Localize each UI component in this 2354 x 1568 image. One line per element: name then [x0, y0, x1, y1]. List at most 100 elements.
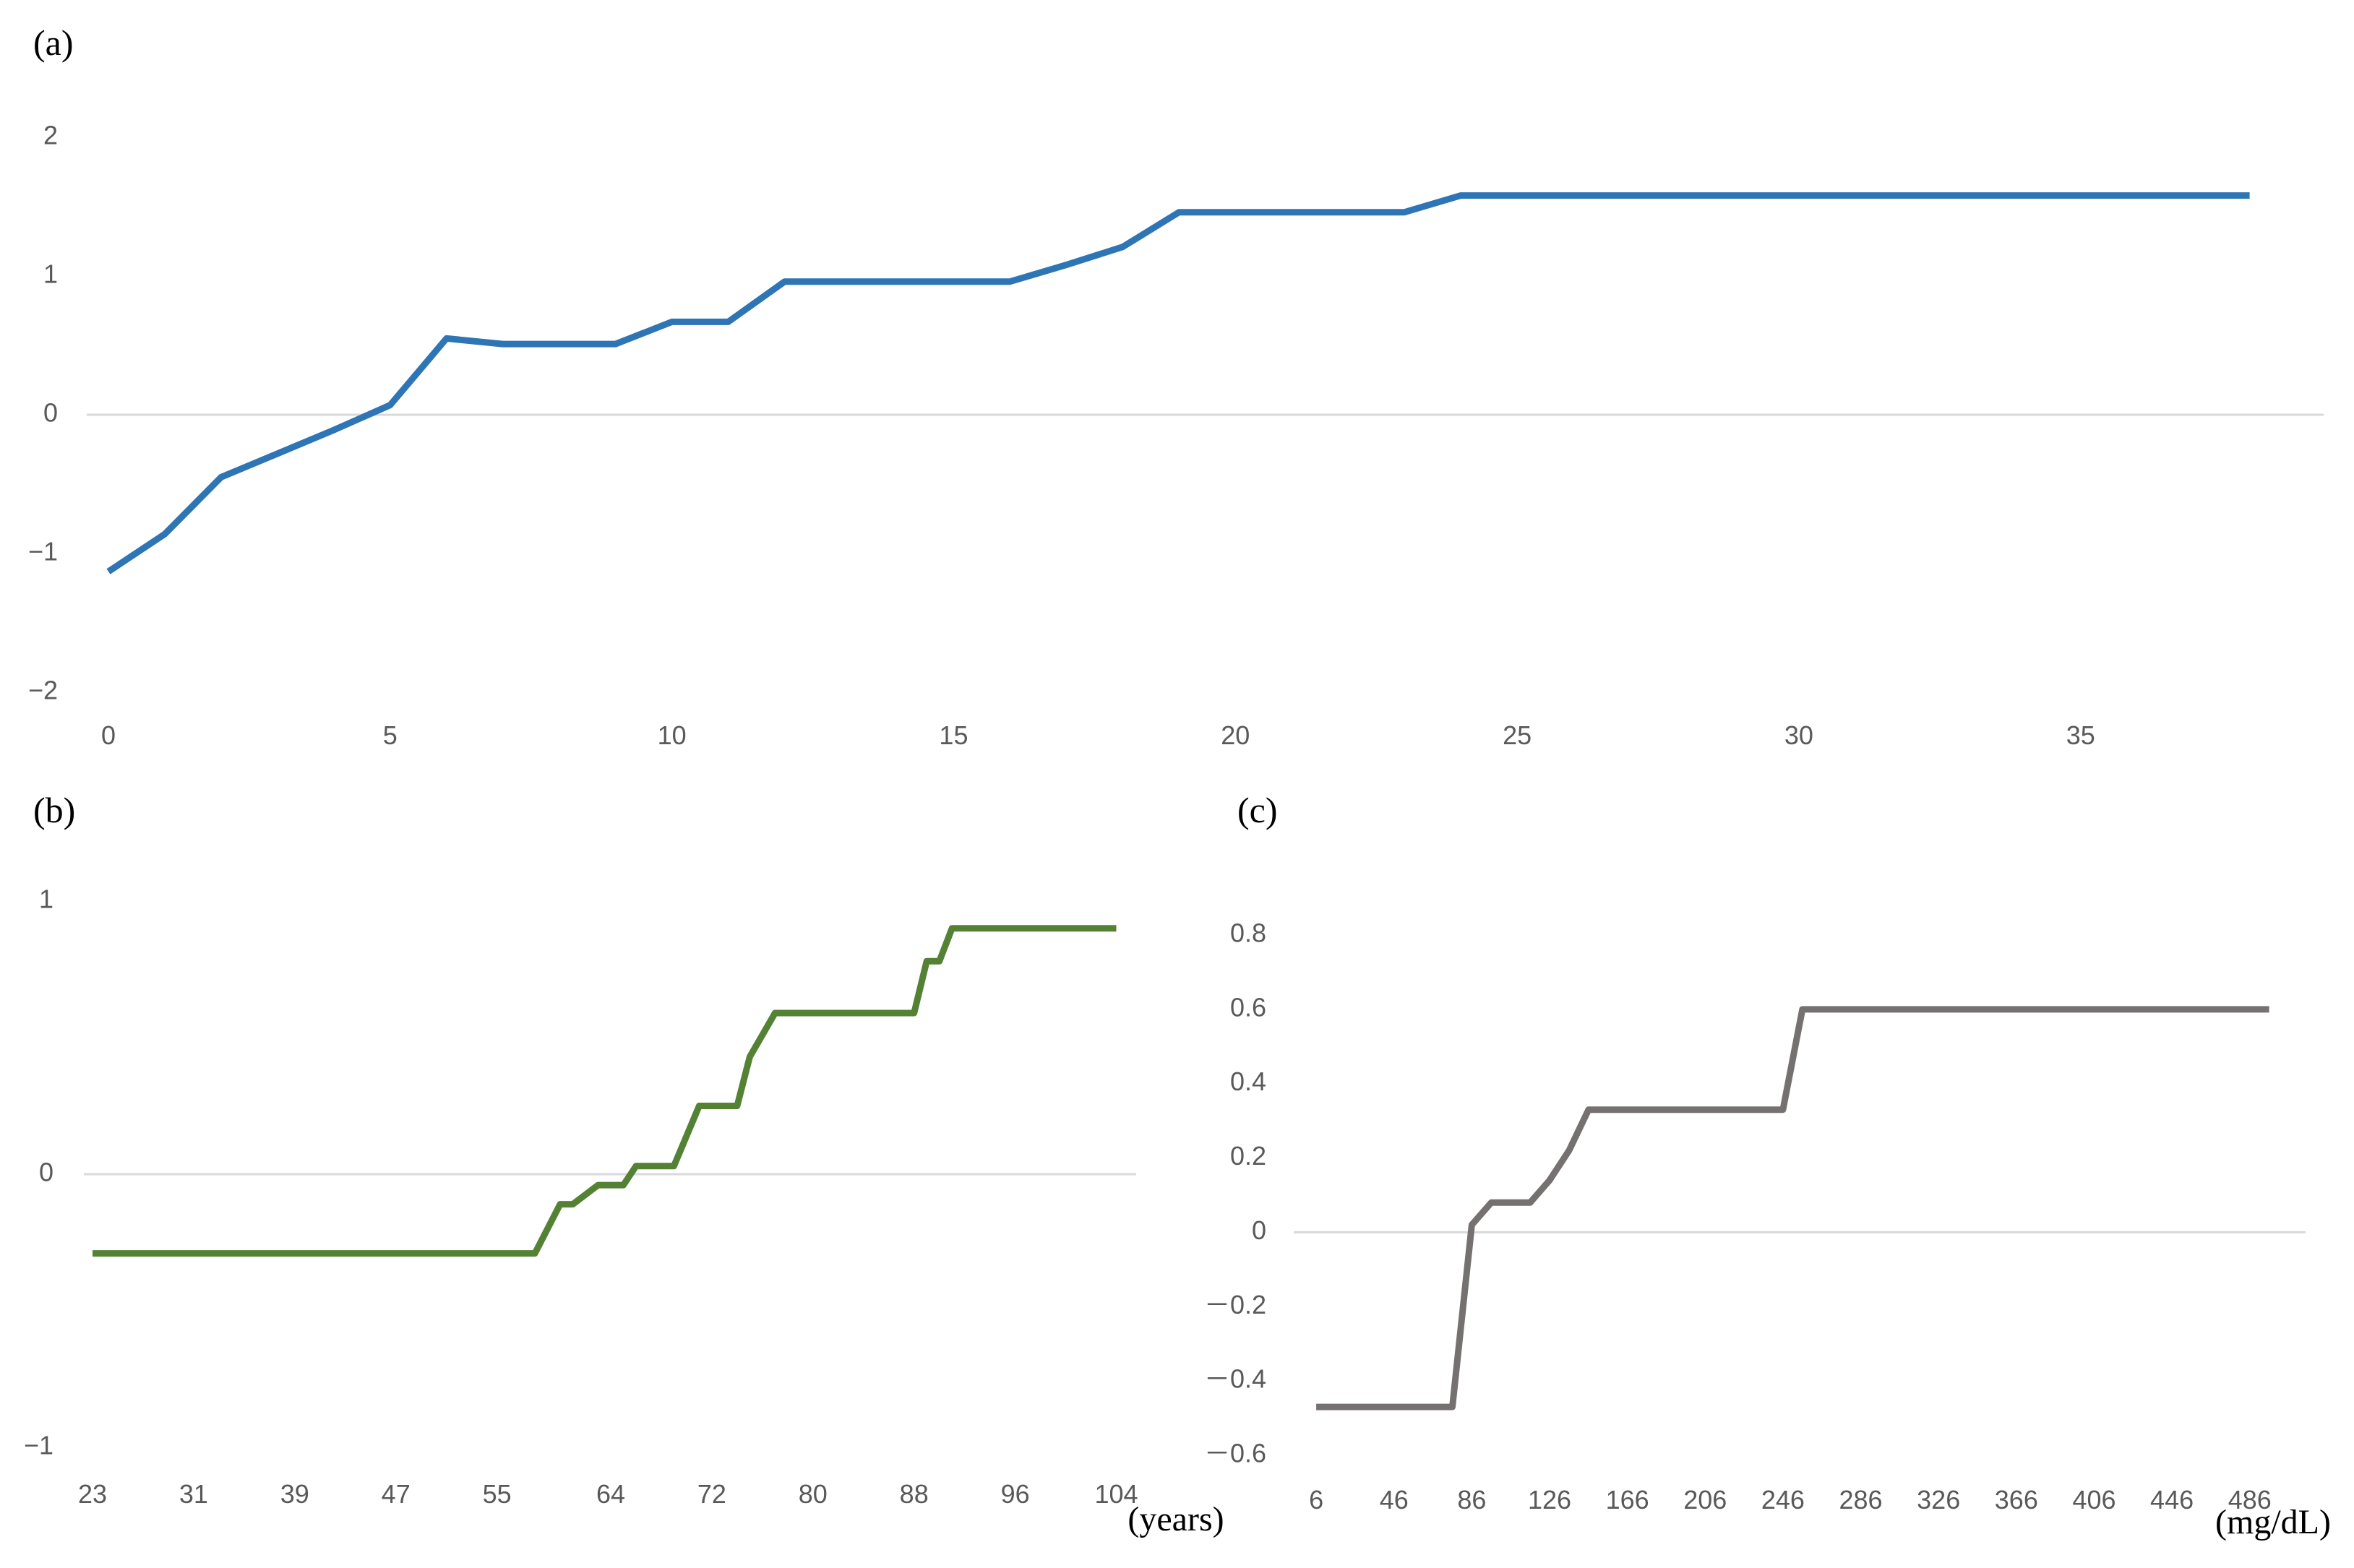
data-point-c	[1684, 1108, 1687, 1111]
data-point-b	[622, 1184, 624, 1186]
y-tick-label-c: 0.8	[1230, 918, 1266, 948]
data-point-b	[913, 1012, 916, 1015]
x-tick-label-c: 286	[1839, 1485, 1883, 1515]
data-point-b	[925, 960, 928, 962]
data-point-c	[1354, 1405, 1357, 1408]
x-tick-label-b: 31	[179, 1479, 208, 1509]
data-point-b	[1102, 927, 1105, 930]
data-point-c	[1626, 1108, 1629, 1111]
data-point-b	[723, 1105, 726, 1108]
data-point-b	[849, 1012, 852, 1015]
data-points-b	[91, 927, 1118, 1255]
data-point-a	[332, 428, 335, 431]
data-point-b	[268, 1252, 271, 1255]
data-point-a	[783, 280, 786, 283]
data-point-b	[1090, 927, 1093, 930]
data-point-b	[116, 1252, 119, 1255]
data-point-b	[1014, 927, 1017, 930]
y-tick-label-c: －0.6	[1204, 1439, 1266, 1468]
data-point-b	[812, 1012, 815, 1015]
x-tick-label-a: 25	[1503, 720, 1532, 750]
data-point-a	[1121, 246, 1124, 249]
data-point-a	[2192, 194, 2195, 197]
data-point-c	[1762, 1108, 1765, 1111]
data-point-b	[167, 1252, 170, 1255]
y-tick-label-c: －0.4	[1204, 1364, 1266, 1394]
data-point-b	[685, 1134, 688, 1137]
data-point-c	[1840, 1008, 1843, 1011]
y-tick-label-a: 2	[43, 121, 58, 150]
data-point-b	[786, 1012, 789, 1015]
y-tick-label-c: 0.6	[1230, 992, 1266, 1022]
series-line-c	[1316, 1006, 2269, 1410]
data-point-a	[2136, 194, 2139, 197]
data-point-c	[2035, 1008, 2037, 1011]
x-tick-label-b: 39	[280, 1479, 309, 1509]
x-tick-label-c: 486	[2228, 1485, 2272, 1515]
data-point-b	[319, 1252, 322, 1255]
data-point-a	[1685, 194, 1688, 197]
y-tick-label-a: 0	[43, 398, 58, 428]
data-point-a	[727, 320, 730, 323]
data-point-a	[1854, 194, 1857, 197]
data-point-c	[1996, 1008, 1998, 1011]
data-point-b	[710, 1105, 713, 1108]
data-point-c	[2151, 1008, 2154, 1011]
data-point-b	[1065, 927, 1068, 930]
data-point-a	[1065, 264, 1068, 267]
data-point-b	[862, 1012, 865, 1015]
data-point-a	[445, 337, 448, 340]
data-point-c	[1529, 1201, 1532, 1204]
x-tick-label-c: 86	[1457, 1485, 1486, 1515]
data-point-b	[1039, 927, 1042, 930]
data-point-b	[142, 1252, 145, 1255]
panel-c: (c) 0.8 0.6 0.4 0.2 0 －0.2 －0.4 －0.6 6 46 86 126 166 2…	[1204, 790, 2331, 1541]
panel-label-a: (a)	[33, 22, 74, 63]
x-tick-label-c: 6	[1309, 1485, 1323, 1515]
x-tick-label-c: 46	[1380, 1485, 1409, 1515]
data-point-c	[1860, 1008, 1863, 1011]
data-point-a	[1290, 211, 1293, 214]
data-point-c	[1917, 1008, 1920, 1011]
data-point-b	[635, 1165, 637, 1168]
data-point-c	[2190, 1008, 2193, 1011]
data-point-a	[1967, 194, 1969, 197]
x-tick-label-c: 446	[2150, 1485, 2194, 1515]
data-point-a	[2079, 194, 2082, 197]
data-point-c	[1821, 1008, 1824, 1011]
data-point-a	[1516, 194, 1518, 197]
x-tick-label-b: 88	[900, 1479, 929, 1509]
data-point-c	[1470, 1223, 1473, 1226]
data-point-b	[533, 1252, 536, 1255]
data-point-c	[1509, 1201, 1512, 1204]
data-points-a	[107, 194, 2251, 573]
data-point-b	[799, 1012, 802, 1015]
y-tick-label-c: 0.4	[1230, 1067, 1266, 1096]
data-point-a	[2023, 194, 2026, 197]
data-point-b	[976, 927, 979, 930]
x-tick-label-a: 20	[1221, 720, 1250, 750]
data-point-a	[895, 280, 898, 283]
data-point-c	[1315, 1405, 1318, 1408]
data-point-a	[1008, 280, 1011, 283]
data-point-c	[2015, 1008, 2018, 1011]
data-point-c	[1432, 1405, 1435, 1408]
data-point-b	[369, 1252, 372, 1255]
data-point-a	[558, 343, 561, 345]
x-tick-label-b: 104	[1094, 1479, 1138, 1509]
data-point-c	[1490, 1201, 1492, 1204]
data-point-c	[1393, 1405, 1396, 1408]
data-point-a	[1797, 194, 1800, 197]
x-tick-label-c: 246	[1761, 1485, 1805, 1515]
data-point-b	[572, 1203, 575, 1206]
data-point-b	[900, 1012, 903, 1015]
data-point-b	[420, 1252, 423, 1255]
data-point-b	[989, 927, 992, 930]
y-tick-label-b: −1	[24, 1431, 53, 1460]
data-point-a	[163, 533, 166, 535]
data-point-b	[445, 1252, 448, 1255]
data-point-c	[1568, 1149, 1571, 1152]
y-tick-label-c: 0	[1252, 1215, 1266, 1245]
data-point-b	[597, 1184, 600, 1186]
